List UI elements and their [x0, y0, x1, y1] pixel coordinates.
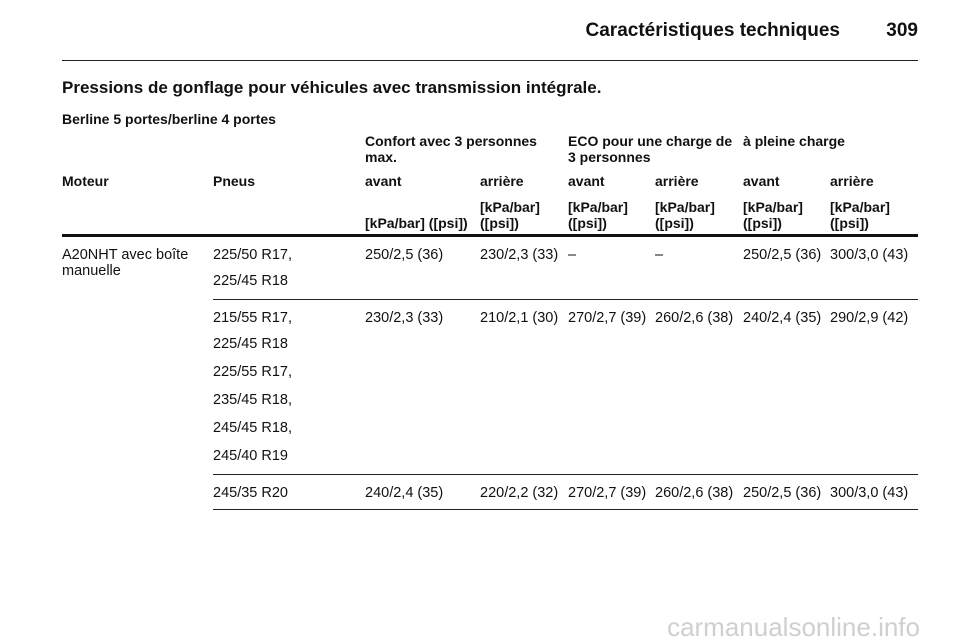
- tyre: 225/50 R17,: [213, 247, 293, 263]
- pressure: 230/2,3 (33): [480, 235, 568, 300]
- table-row: 215/55 R17, 230/2,3 (33) 210/2,1 (30) 270/2…: [62, 299, 919, 475]
- rule: [62, 60, 918, 61]
- tyre: 245/45 R18,: [213, 420, 293, 436]
- column-row: Moteur Pneus avant arrière avant arrière avant…: [62, 173, 918, 199]
- table-row: 225/55 R17,: [62, 354, 918, 382]
- pressure: 230/2,3 (33): [365, 299, 480, 475]
- unit: [kPa/bar] ([psi]): [365, 199, 480, 237]
- table-row: 225/45 R18: [62, 263, 918, 300]
- table-row: 245/40 R19: [62, 438, 918, 475]
- pressure: 270/2,7 (39): [568, 299, 655, 475]
- subtitle: Berline 5 portes/berline 4 portes: [62, 111, 276, 127]
- table-row: A20NHT avec boîte manuelle 225/50 R17, 250…: [62, 235, 919, 300]
- pressure: 240/2,4 (35): [365, 474, 480, 510]
- unit: [kPa/bar] ([psi]): [480, 199, 568, 237]
- column-header: avant: [568, 173, 605, 189]
- blank: [62, 133, 365, 173]
- pressure: 220/2,2 (32): [480, 474, 568, 510]
- pressure: 300/3,0 (43): [830, 474, 919, 510]
- group-header: à pleine charge: [743, 133, 845, 149]
- pressure: 210/2,1 (30): [480, 299, 568, 475]
- tyre: 235/45 R18,: [213, 392, 293, 408]
- group-header: ECO pour une charge de 3 personnes: [568, 133, 733, 165]
- pressure: 260/2,6 (38): [655, 474, 744, 510]
- unit: [kPa/bar] ([psi]): [568, 199, 655, 237]
- pressure: –: [655, 235, 744, 300]
- engine: A20NHT avec boîte manuelle: [62, 247, 189, 279]
- unit: [kPa/bar] ([psi]): [743, 199, 831, 237]
- section-title: Pressions de gonflage pour véhicules ave…: [62, 78, 602, 97]
- pressure: 300/3,0 (43): [830, 235, 919, 300]
- pressure-table: Confort avec 3 personnes max. ECO pour un…: [62, 133, 919, 510]
- pressure: 260/2,6 (38): [655, 299, 744, 475]
- tyre: 245/35 R20: [213, 474, 365, 510]
- unit: [kPa/bar] ([psi]): [830, 199, 919, 237]
- group-header: Confort avec 3 personnes max.: [365, 133, 537, 165]
- table-row: 245/45 R18,: [62, 410, 918, 438]
- pressure: –: [568, 235, 655, 300]
- pressure: 290/2,9 (42): [830, 299, 919, 475]
- units-row: [kPa/bar] ([psi]) [kPa/bar] ([psi]) [kPa/b…: [62, 199, 919, 237]
- column-header: avant: [743, 173, 780, 189]
- column-header: Moteur: [62, 173, 109, 189]
- table-row: 235/45 R18,: [62, 382, 918, 410]
- watermark: carmanualsonline.info: [667, 612, 920, 642]
- pressure: 250/2,5 (36): [743, 235, 831, 300]
- pressure: 250/2,5 (36): [743, 474, 831, 510]
- pressure: 250/2,5 (36): [365, 235, 480, 300]
- tyre: 215/55 R17,: [213, 310, 293, 326]
- header-title: Caractéristiques techniques: [585, 20, 840, 41]
- tyre: 225/45 R18: [213, 336, 288, 352]
- column-header: Pneus: [213, 173, 256, 189]
- tyre: 225/45 R18: [213, 263, 365, 300]
- column-header: arrière: [655, 173, 699, 189]
- column-header: arrière: [830, 173, 874, 189]
- column-header: avant: [365, 173, 402, 189]
- pressure: 240/2,4 (35): [743, 299, 831, 475]
- group-header-row: Confort avec 3 personnes max. ECO pour un…: [62, 133, 918, 173]
- pressure: 270/2,7 (39): [568, 474, 655, 510]
- blank: [62, 199, 365, 237]
- table-row: 245/35 R20 240/2,4 (35) 220/2,2 (32) 270/2,…: [62, 474, 919, 510]
- table-row: 225/45 R18: [62, 326, 918, 354]
- tyre: 225/55 R17,: [213, 364, 293, 380]
- page-number: 309: [886, 20, 918, 41]
- column-header: arrière: [480, 173, 524, 189]
- unit: [kPa/bar] ([psi]): [655, 199, 744, 237]
- tyre: 245/40 R19: [213, 438, 365, 475]
